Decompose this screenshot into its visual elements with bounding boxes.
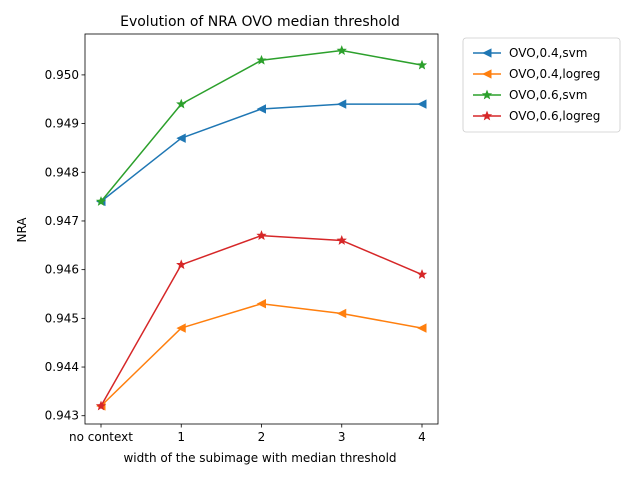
data-point: [176, 98, 187, 109]
legend-marker: [482, 48, 492, 58]
series-line: [100, 49, 423, 202]
series-line: [100, 302, 423, 407]
legend-item: OVO,0.4,svm: [473, 46, 587, 60]
data-point: [336, 99, 347, 109]
data-point: [95, 196, 107, 206]
series-1: [96, 299, 427, 411]
y-tick-label: 0.950: [45, 68, 79, 82]
series-layer: [95, 45, 428, 411]
legend-marker: [481, 89, 493, 100]
x-axis-title: width of the subimage with median thresh…: [123, 451, 396, 465]
y-tick-label: 0.947: [45, 214, 79, 228]
data-point: [176, 323, 186, 333]
data-point: [417, 323, 427, 333]
y-tick-label: 0.949: [45, 117, 79, 131]
legend: OVO,0.4,svm OVO,0.4,logreg OVO,0.6,svm OVO,…: [462, 37, 621, 133]
y-axis: 0.943 0.944 0.945 0.946 0.947 0.948 0.949 0.950: [45, 68, 85, 423]
legend-label: OVO,0.4,logreg: [509, 67, 600, 81]
data-point: [256, 299, 266, 309]
plot-area: [84, 33, 439, 425]
data-point: [417, 99, 427, 109]
data-point: [336, 308, 347, 319]
legend-label: OVO,0.6,svm: [509, 88, 587, 102]
y-tick-label: 0.944: [45, 360, 79, 374]
legend-label: OVO,0.4,svm: [509, 46, 587, 60]
series-0: [96, 99, 427, 207]
x-tick-label: 3: [338, 430, 346, 444]
data-point: [256, 54, 267, 65]
y-tick-label: 0.945: [45, 311, 79, 325]
y-tick-label: 0.946: [45, 263, 79, 277]
data-point: [416, 59, 428, 70]
x-axis: no context 1 2 3 4: [69, 424, 426, 444]
series-2: [95, 45, 428, 206]
data-point: [256, 104, 266, 114]
legend-item: OVO,0.6,svm: [473, 88, 587, 102]
series-line: [100, 234, 423, 407]
legend-marker: [482, 69, 492, 79]
x-tick-label: 2: [258, 430, 266, 444]
legend-item: OVO,0.6,logreg: [473, 109, 600, 123]
plot-frame: [84, 33, 439, 425]
data-point: [176, 259, 187, 270]
x-tick-label: no context: [69, 430, 133, 444]
y-axis-title: NRA: [15, 217, 29, 243]
data-point: [416, 269, 428, 279]
legend-label: OVO,0.6,logreg: [509, 109, 600, 123]
series-3: [95, 230, 428, 411]
data-point: [256, 230, 267, 240]
legend-marker: [481, 110, 493, 121]
data-point: [95, 400, 107, 411]
data-point: [336, 235, 347, 245]
legend-box: [462, 37, 621, 133]
x-tick-label: 1: [177, 430, 185, 444]
legend-item: OVO,0.4,logreg: [473, 67, 600, 81]
data-point: [176, 133, 186, 143]
chart-title: Evolution of NRA OVO median threshold: [120, 14, 400, 30]
x-tick-label: 4: [418, 430, 426, 444]
data-point: [336, 45, 347, 55]
y-tick-label: 0.943: [45, 409, 79, 423]
series-line: [100, 103, 422, 203]
y-tick-label: 0.948: [45, 165, 79, 179]
